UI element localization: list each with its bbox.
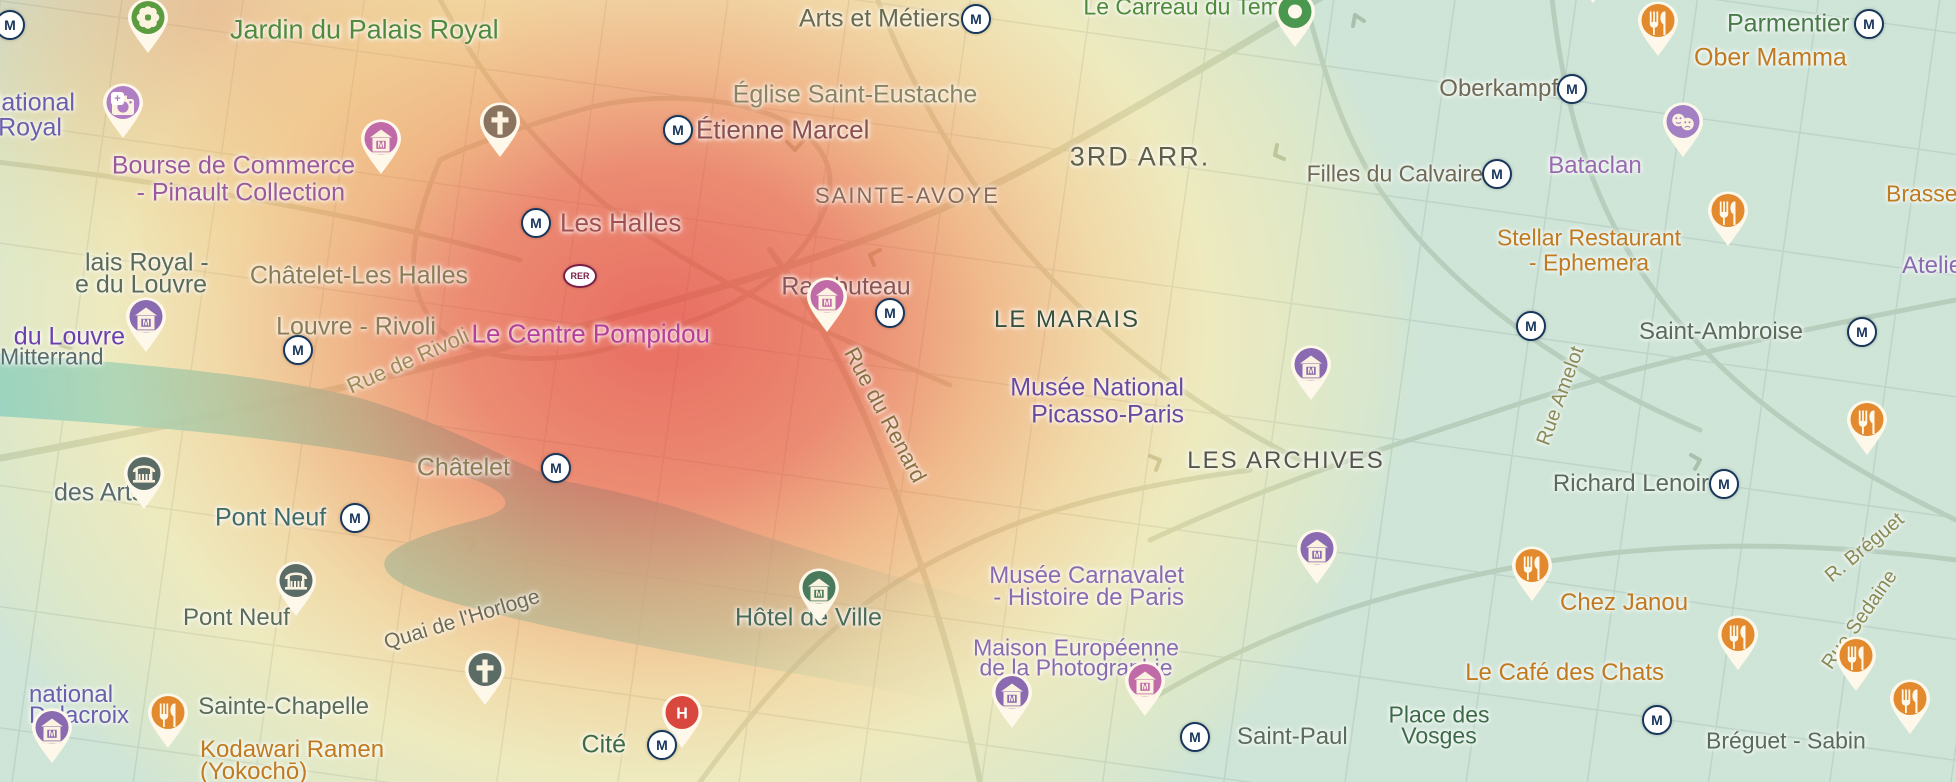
svg-text:H: H bbox=[676, 706, 688, 723]
